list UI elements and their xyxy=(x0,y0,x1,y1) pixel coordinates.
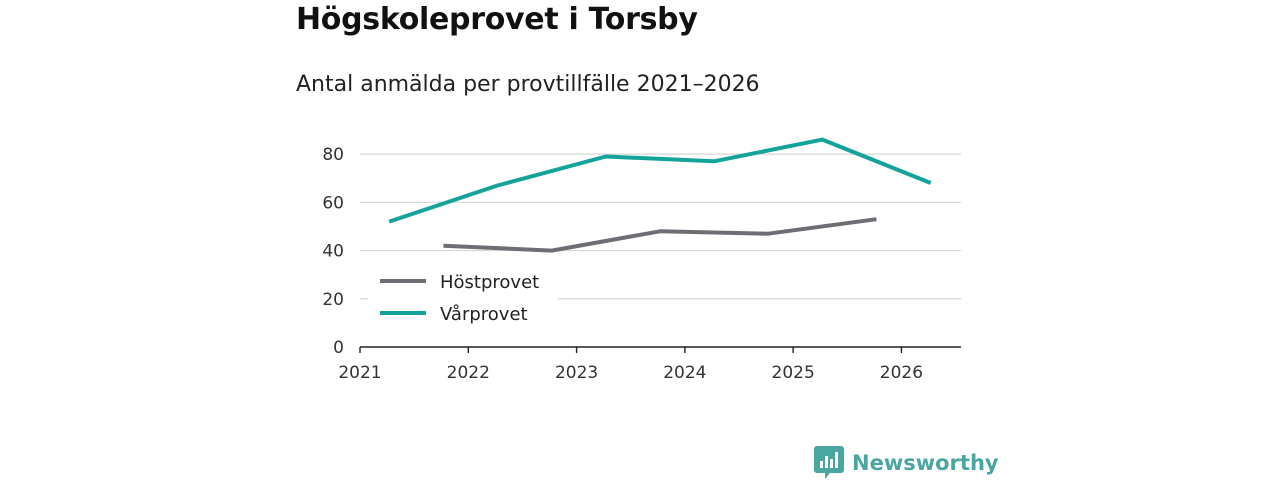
x-tick-label: 2024 xyxy=(663,363,706,383)
x-tick-label: 2023 xyxy=(555,363,598,383)
y-tick-label: 20 xyxy=(322,290,344,310)
brand-name: Newsworthy xyxy=(852,451,999,475)
brand-logo: Newsworthy xyxy=(814,446,999,480)
series-line-varprovet xyxy=(388,137,932,224)
chart-subtitle: Antal anmälda per provtillfälle 2021–202… xyxy=(296,72,760,97)
legend-label: Vårprovet xyxy=(440,304,528,325)
y-tick-label: 60 xyxy=(322,193,344,213)
y-tick-label: 80 xyxy=(322,145,344,165)
y-tick-label: 40 xyxy=(322,242,344,262)
legend-background xyxy=(368,263,558,331)
chart-title: Högskoleprovet i Torsby xyxy=(296,2,698,37)
series-line-hostprovet xyxy=(443,217,877,253)
axes: 0 20 40 60 80 2021 2022 2023 2024 2025 2026 xyxy=(322,145,961,383)
x-tick-label: 2025 xyxy=(772,363,815,383)
series-lines xyxy=(388,137,932,253)
y-tick-label: 0 xyxy=(333,338,344,358)
x-tick-label: 2021 xyxy=(338,363,381,383)
legend-label: Höstprovet xyxy=(440,272,539,293)
x-tick-label: 2026 xyxy=(880,363,923,383)
legend: Höstprovet Vårprovet xyxy=(368,263,558,331)
x-tick-label: 2022 xyxy=(447,363,490,383)
newsworthy-logo-icon xyxy=(814,446,844,479)
